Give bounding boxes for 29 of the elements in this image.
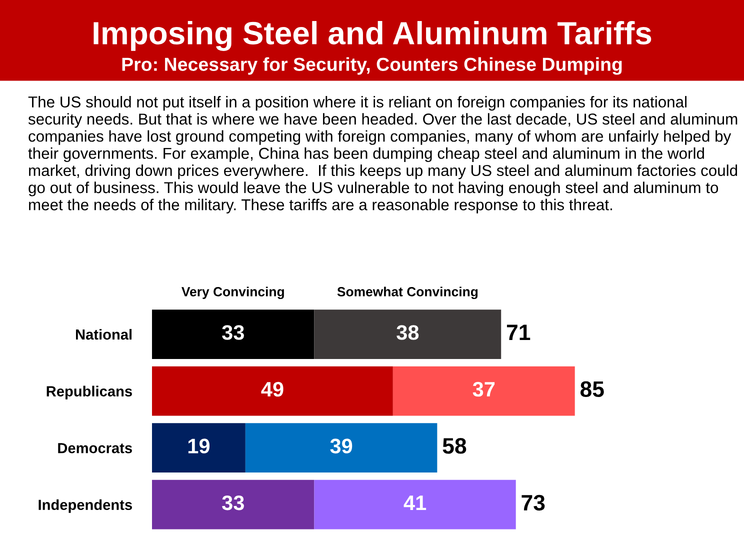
data-label: 41: [404, 496, 426, 510]
y-tick-label: Republicans: [46, 386, 132, 400]
chart-subtitle: Pro: Necessary for Security, Counters Chinese Dumping: [122, 57, 622, 75]
bar: [314, 310, 502, 359]
data-label: 39: [330, 438, 352, 454]
data-label: 33: [222, 325, 244, 340]
bar: [392, 366, 575, 416]
y-tick-label: National: [76, 328, 132, 340]
series-label: Very Convincing: [182, 286, 284, 300]
bar: [152, 423, 246, 473]
data-label: 33: [222, 495, 244, 510]
data-label: 37: [472, 382, 495, 397]
bar: [314, 480, 516, 530]
total-label: 73: [522, 494, 545, 511]
data-label: 19: [188, 438, 210, 454]
bar: [152, 480, 314, 530]
text: The US should not put itself in a position where it is reliant on foreign companies for its national security needs. But that is where we have been headed. Over the last decade, US steel and aluminum companies have lost ground competing with foreign companies, many of whom are unfairly helped by their governments. For example, China has been dumping cheap steel and aluminum in the world market, driving down prices everywhere. If this keeps up many US steel and aluminum factories could go out of business. This would leave the US vulnerable to not having enough steel and aluminum to meet the needs of the military. These tariffs are a reasonable response to this threat.: [28, 96, 738, 214]
series-label: Somewhat Convincing: [337, 286, 478, 300]
bar: [245, 423, 438, 473]
bar: [152, 310, 314, 359]
y-tick-label: Democrats: [58, 443, 132, 454]
total-label: 71: [506, 324, 530, 340]
data-label: 38: [396, 325, 419, 340]
total-label: 58: [442, 438, 466, 454]
total-label: 85: [580, 381, 604, 398]
data-label: 49: [261, 382, 284, 397]
bar: [152, 366, 393, 416]
y-tick-label: Independents: [38, 499, 132, 513]
chart-title: Imposing Steel and Aluminum Tariffs: [94, 21, 652, 51]
